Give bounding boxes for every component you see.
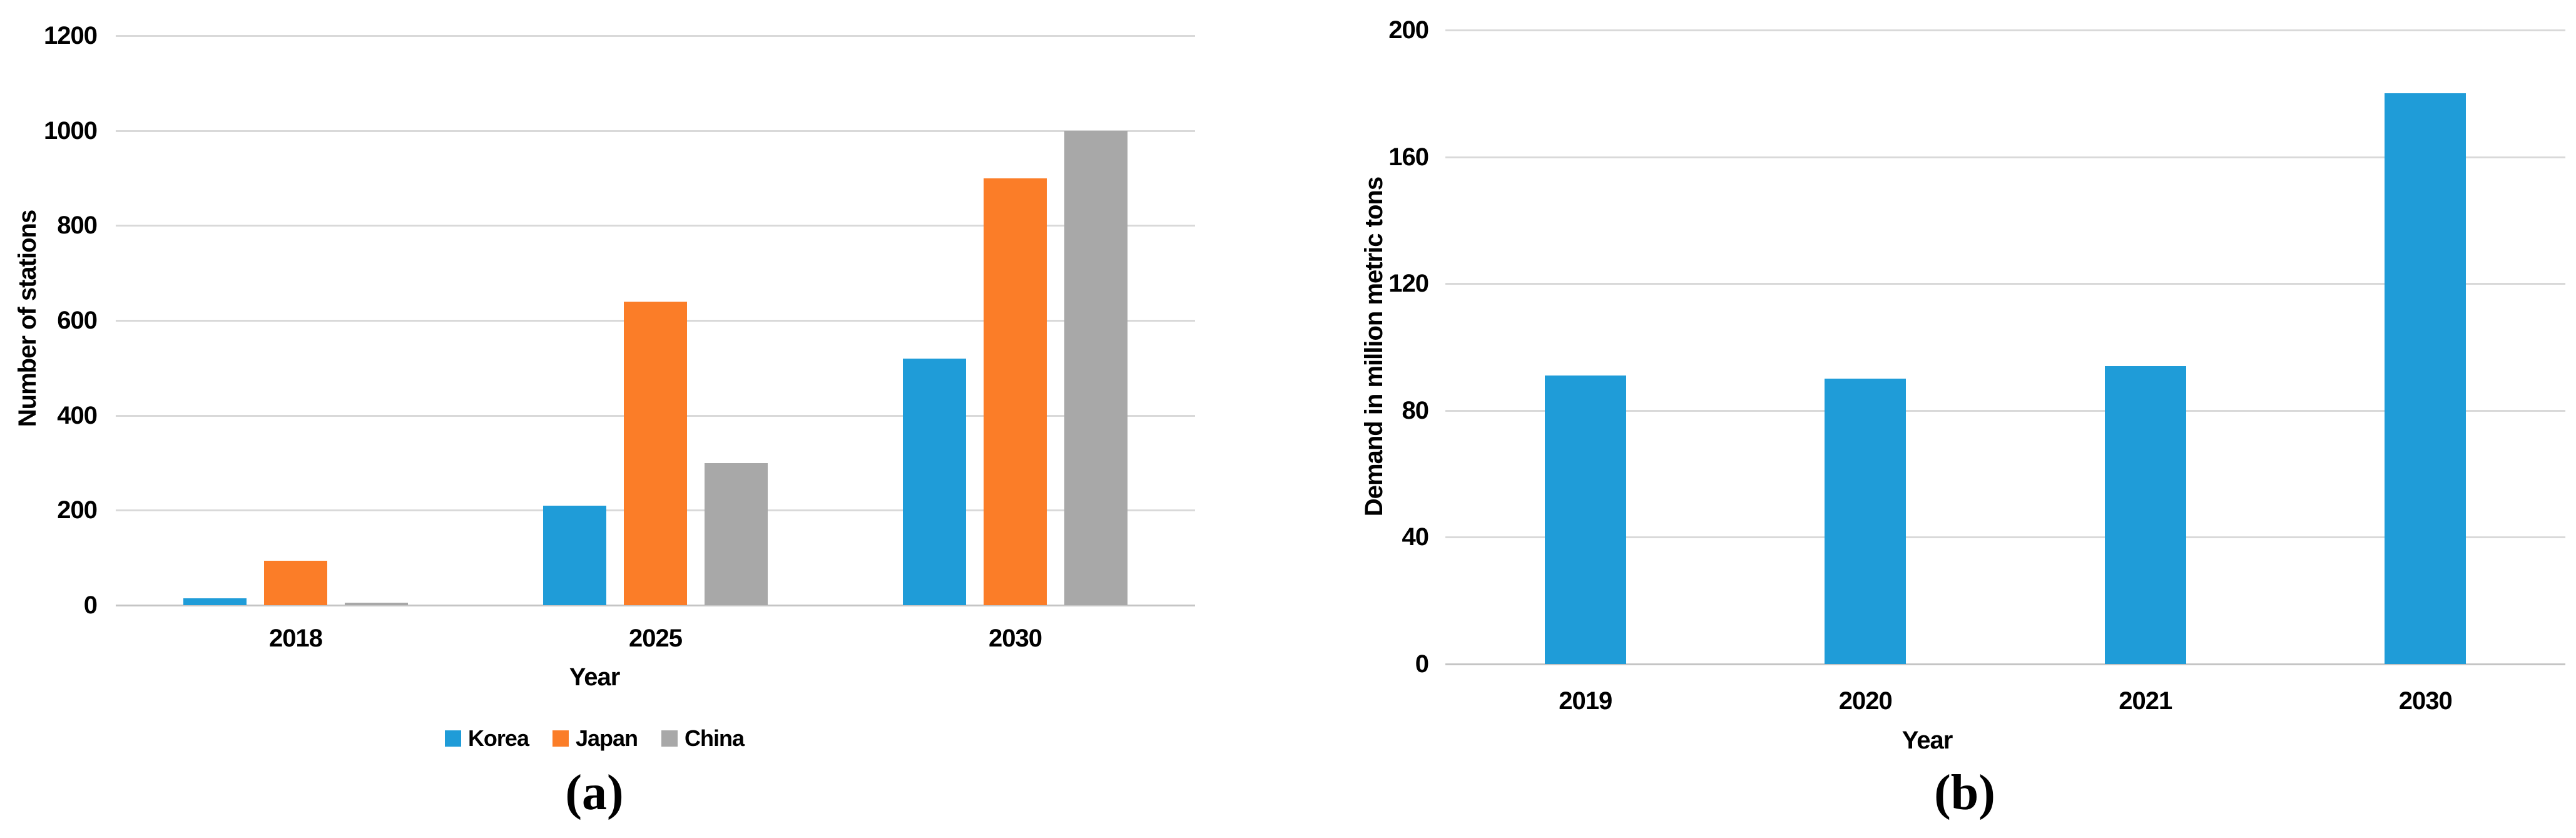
gridline-b-160 <box>1445 156 2565 158</box>
x-tick-label-a-2018: 2018 <box>269 625 323 652</box>
x-tick-label-b-2020: 2020 <box>1838 687 1893 715</box>
bar-a-2025-korea <box>543 505 606 605</box>
panel-b-x-axis-title: Year <box>1901 727 1953 754</box>
bar-a-2025-japan <box>624 301 687 605</box>
legend-swatch-japan <box>552 730 569 747</box>
y-tick-label-a-1200: 1200 <box>44 22 98 49</box>
y-tick-label-b-120: 120 <box>1388 270 1429 298</box>
y-tick-label-a-200: 200 <box>57 496 98 524</box>
x-tick-label-b-2030: 2030 <box>2398 687 2453 715</box>
gridline-b-40 <box>1445 536 2565 539</box>
y-tick-label-a-400: 400 <box>57 401 98 429</box>
gridline-b-120 <box>1445 283 2565 285</box>
panel-a-legend: Korea Japan China <box>282 726 907 751</box>
legend-swatch-korea <box>444 730 461 747</box>
panel-a-plot-area <box>116 35 1195 606</box>
panel-b-plot-area <box>1445 29 2565 665</box>
bar-b-2020-demand <box>1825 379 1907 664</box>
legend-item-china: China <box>661 725 745 751</box>
y-tick-label-a-0: 0 <box>83 591 98 619</box>
y-tick-label-b-40: 40 <box>1402 523 1430 551</box>
y-tick-label-b-80: 80 <box>1402 396 1430 424</box>
panel-b-caption: (b) <box>1934 765 1995 820</box>
y-tick-label-b-200: 200 <box>1388 16 1429 44</box>
bar-a-2018-korea <box>183 598 247 605</box>
bar-b-2030-demand <box>2385 93 2467 664</box>
x-tick-label-b-2021: 2021 <box>2119 687 2172 715</box>
x-tick-label-b-2019: 2019 <box>1559 687 1612 715</box>
y-tick-label-a-600: 600 <box>57 307 98 334</box>
x-axis-line-b-0 <box>1445 663 2565 665</box>
y-tick-label-a-800: 800 <box>57 212 98 240</box>
gridline-b-200 <box>1445 29 2565 31</box>
gridline-a-1200 <box>116 35 1195 37</box>
bar-a-2030-korea <box>903 358 966 605</box>
bar-a-2018-japan <box>264 561 327 605</box>
bar-a-2030-china <box>1064 130 1128 605</box>
legend-item-korea: Korea <box>444 725 529 751</box>
y-tick-label-b-0: 0 <box>1415 650 1429 678</box>
panel-a-x-axis-title: Year <box>569 663 621 691</box>
bar-a-2030-japan <box>984 178 1047 605</box>
x-axis-line-a-0 <box>116 605 1195 606</box>
legend-label-korea: Korea <box>467 725 529 751</box>
bar-b-2021-demand <box>2104 365 2186 664</box>
y-tick-label-b-160: 160 <box>1388 143 1429 171</box>
legend-item-japan: Japan <box>552 727 638 750</box>
gridline-a-1000 <box>116 130 1195 132</box>
bar-a-2025-china <box>705 462 768 605</box>
bar-b-2019-demand <box>1544 376 1626 664</box>
y-tick-label-a-1000: 1000 <box>44 116 98 145</box>
gridline-b-80 <box>1445 409 2565 412</box>
x-tick-label-a-2025: 2025 <box>629 625 683 652</box>
x-tick-label-a-2030: 2030 <box>989 625 1042 652</box>
panel-a-caption: (a) <box>565 765 624 820</box>
gridline-a-800 <box>116 225 1195 227</box>
legend-label-japan: Japan <box>575 725 638 751</box>
legend-swatch-china <box>661 730 678 747</box>
legend-label-china: China <box>685 725 745 751</box>
bar-a-2018-china <box>345 603 408 605</box>
